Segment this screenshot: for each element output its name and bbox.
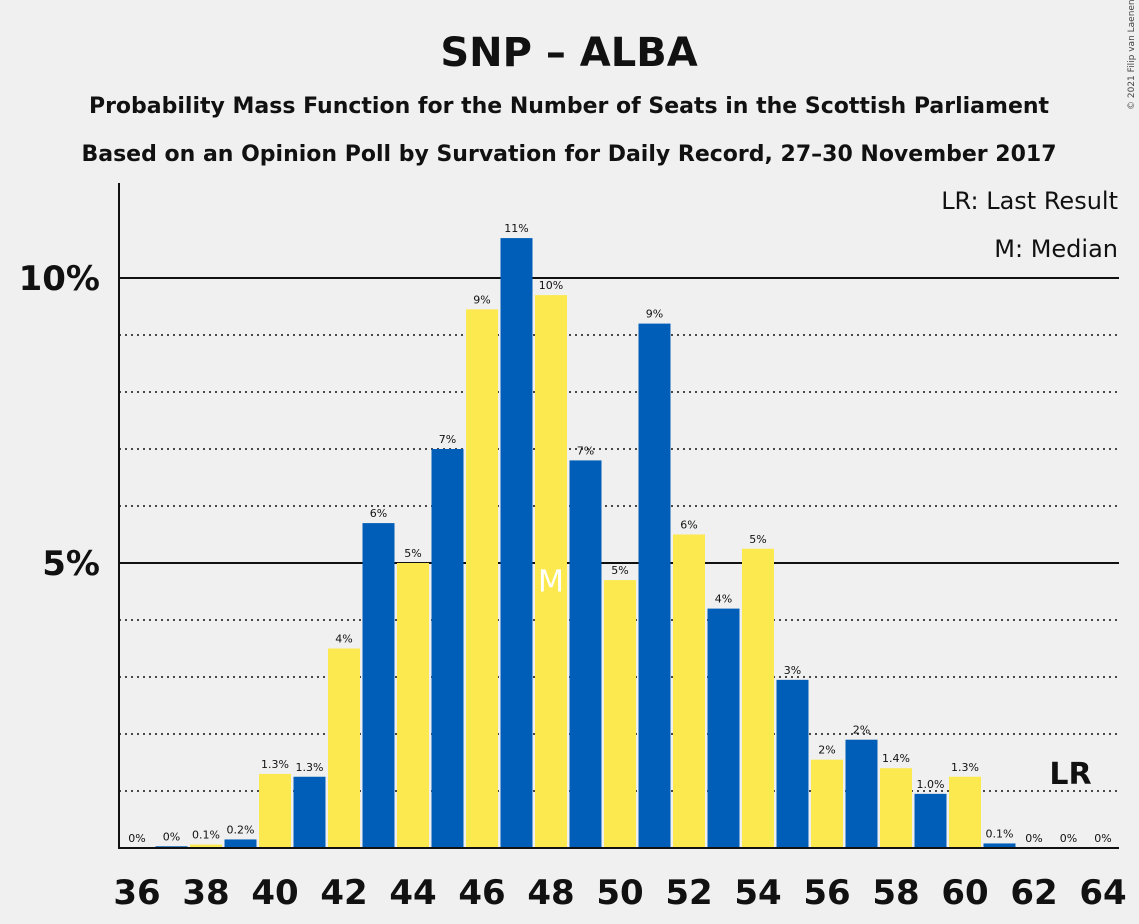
bar-52 [673, 534, 705, 848]
chart-title: SNP – ALBA [440, 30, 697, 76]
bar-57 [845, 739, 878, 848]
bar-58 [880, 768, 912, 848]
bar-label-42: 4% [335, 633, 352, 646]
bar-61 [983, 843, 1016, 848]
bar-label-40: 1.3% [261, 758, 289, 771]
bar-46 [466, 309, 498, 849]
bar-label-50: 5% [611, 564, 628, 577]
last-result-marker: LR [1049, 757, 1091, 792]
bars-group [155, 238, 1016, 849]
bar-label-44: 5% [404, 547, 421, 560]
y-axis-ticks: 5% 10% [19, 259, 100, 584]
bar-43 [362, 523, 395, 848]
bar-53 [707, 608, 740, 848]
bar-39 [224, 839, 257, 848]
bar-label-63: 0% [1060, 832, 1077, 845]
x-tick-label: 42 [320, 873, 367, 913]
x-tick-label: 58 [872, 873, 919, 913]
legend-last-result: LR: Last Result [941, 187, 1118, 215]
chart-subtitle-1: Probability Mass Function for the Number… [89, 94, 1050, 119]
bar-label-55: 3% [784, 664, 801, 677]
bar-label-47: 11% [504, 222, 528, 235]
bar-label-58: 1.4% [882, 752, 910, 765]
bar-45 [431, 449, 464, 848]
x-tick-label: 50 [596, 873, 643, 913]
chart-subtitle-2: Based on an Opinion Poll by Survation fo… [81, 142, 1056, 167]
bar-40 [259, 773, 291, 848]
bar-44 [397, 563, 429, 848]
x-tick-label: 60 [941, 873, 988, 913]
bar-label-53: 4% [715, 593, 732, 606]
bar-label-54: 5% [749, 533, 766, 546]
bar-label-61: 0.1% [986, 827, 1014, 840]
x-tick-label: 62 [1010, 873, 1057, 913]
bar-label-56: 2% [818, 744, 835, 757]
bar-41 [293, 776, 326, 848]
bar-label-45: 7% [439, 433, 456, 446]
bar-48 [535, 295, 567, 849]
y-tick-label: 10% [19, 259, 100, 299]
x-axis-ticks: 36 38 40 42 44 46 48 50 52 54 56 58 60 62 64 [113, 873, 1126, 913]
bar-55 [776, 679, 809, 848]
bar-label-48: 10% [539, 279, 563, 292]
x-tick-label: 64 [1079, 873, 1126, 913]
bar-label-37: 0% [163, 830, 180, 843]
x-tick-label: 40 [251, 873, 298, 913]
bar-label-38: 0.1% [192, 829, 220, 842]
bar-50 [604, 580, 636, 848]
bar-47 [500, 238, 533, 849]
x-tick-label: 54 [734, 873, 781, 913]
bar-label-46: 9% [473, 293, 490, 306]
bar-51 [638, 323, 671, 849]
x-tick-label: 56 [803, 873, 850, 913]
y-tick-label: 5% [42, 544, 100, 584]
bar-42 [328, 648, 360, 848]
legend-median: M: Median [994, 235, 1118, 263]
bar-49 [569, 460, 602, 848]
bar-label-49: 7% [577, 444, 594, 457]
bar-60 [949, 776, 981, 848]
bar-label-52: 6% [680, 519, 697, 532]
x-tick-label: 52 [665, 873, 712, 913]
bar-label-41: 1.3% [296, 761, 324, 774]
bar-label-39: 0.2% [227, 823, 255, 836]
bar-label-62: 0% [1025, 832, 1042, 845]
bar-56 [811, 759, 843, 848]
bar-59 [914, 793, 947, 848]
bar-label-36: 0% [128, 832, 145, 845]
x-tick-label: 36 [113, 873, 160, 913]
bar-label-64: 0% [1094, 832, 1111, 845]
bar-label-59: 1.0% [917, 778, 945, 791]
x-tick-label: 48 [527, 873, 574, 913]
x-tick-label: 44 [389, 873, 436, 913]
bar-54 [742, 548, 774, 848]
bar-label-57: 2% [853, 724, 870, 737]
median-marker: M [538, 565, 564, 600]
copyright-notice: © 2021 Filip van Laenen [1127, 0, 1137, 110]
x-tick-label: 38 [182, 873, 229, 913]
bar-label-51: 9% [646, 308, 663, 321]
bar-label-60: 1.3% [951, 761, 979, 774]
bar-label-43: 6% [370, 507, 387, 520]
x-tick-label: 46 [458, 873, 505, 913]
bar-38 [190, 844, 222, 848]
bar-labels-group: 0% 0% 0.1% 0.2% 1.3% 1.3% 4% 6% 5% 7% 9% 11% 10% 7% 5%… [128, 222, 1111, 845]
